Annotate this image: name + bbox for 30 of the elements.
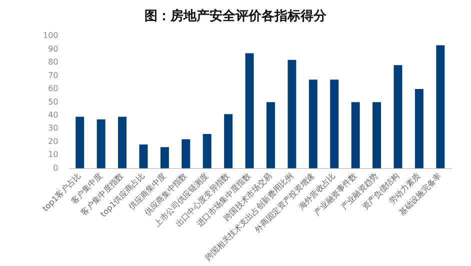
bar [330, 80, 339, 168]
y-tick-label: 100 [42, 31, 58, 40]
bar [288, 60, 296, 168]
y-tick-label: 20 [48, 136, 58, 146]
chart-title: 图：房地产安全评价各指标得分 [144, 8, 328, 26]
bar [182, 139, 190, 168]
bar [436, 45, 445, 168]
bar [96, 119, 106, 168]
y-tick-label: 80 [48, 58, 58, 67]
bar [266, 102, 275, 168]
y-tick-label: 90 [48, 44, 58, 54]
bar [224, 114, 233, 168]
y-tick-label: 70 [48, 70, 58, 80]
bar [245, 53, 254, 168]
bar [308, 80, 318, 168]
y-tick-label: 40 [48, 110, 58, 120]
bar [76, 116, 84, 168]
y-tick-label: 30 [48, 124, 58, 133]
bar [202, 134, 212, 168]
y-tick-label: 50 [48, 97, 58, 106]
bar [118, 116, 127, 168]
bar [139, 144, 148, 168]
y-tick-label: 10 [48, 150, 58, 160]
bar [394, 65, 402, 168]
bar [414, 88, 424, 168]
y-tick-label: 0 [53, 163, 58, 172]
bar [351, 102, 360, 168]
y-tick-label: 60 [48, 84, 58, 94]
bar [160, 147, 169, 168]
bar [372, 102, 382, 168]
